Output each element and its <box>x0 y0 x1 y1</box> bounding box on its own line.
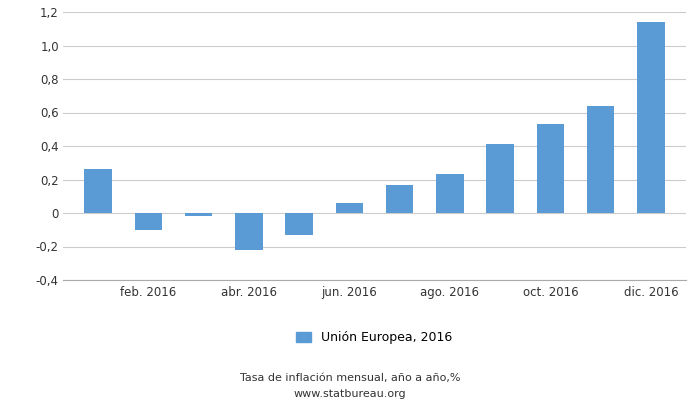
Bar <box>386 184 414 213</box>
Bar <box>637 22 664 213</box>
Bar <box>85 170 112 213</box>
Bar <box>436 174 463 213</box>
Bar <box>486 144 514 213</box>
Text: www.statbureau.org: www.statbureau.org <box>294 389 406 399</box>
Text: Tasa de inflación mensual, año a año,%: Tasa de inflación mensual, año a año,% <box>239 373 461 383</box>
Bar <box>134 213 162 230</box>
Bar <box>235 213 262 250</box>
Bar <box>286 213 313 235</box>
Bar <box>536 124 564 213</box>
Bar <box>335 203 363 213</box>
Bar <box>587 106 615 213</box>
Bar <box>185 213 213 216</box>
Legend: Unión Europea, 2016: Unión Europea, 2016 <box>291 326 458 350</box>
